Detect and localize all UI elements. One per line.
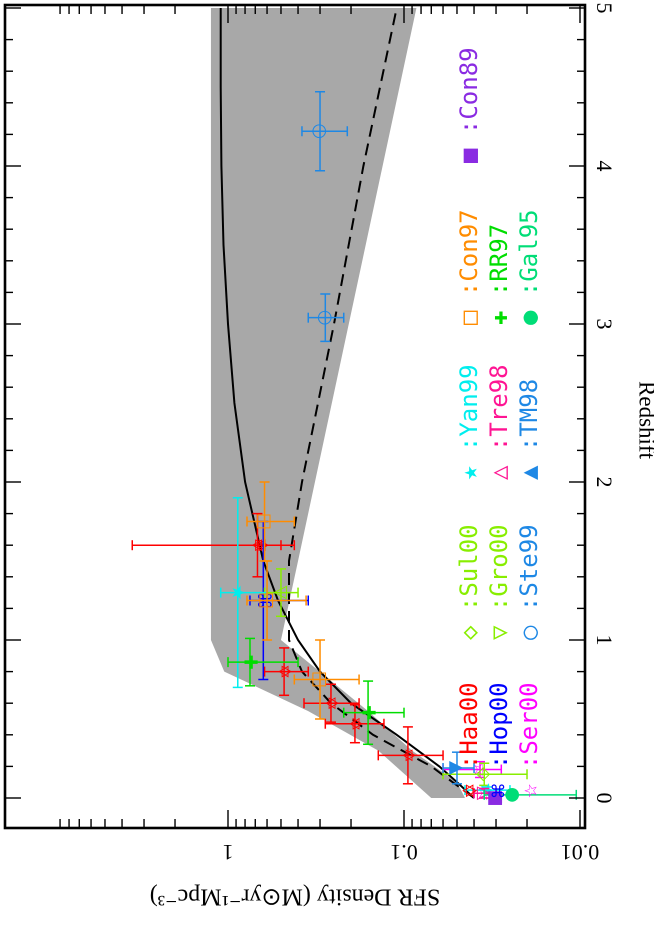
- svg-text:▲ :TM98: ▲ :TM98: [515, 379, 543, 480]
- legend-entry-haa00: ✡ :Haa00: [455, 682, 483, 798]
- data-point-ste99: ○: [307, 293, 345, 343]
- legend-entry-hop00: ⌘ :Hop00: [485, 682, 513, 798]
- svg-text:□: □: [257, 592, 278, 609]
- data-point-rr97: ✚: [342, 680, 405, 746]
- data-points: ✡✡✡✡✡✡⌘☆☆◇▽○○★★△▲□□□✚✚●■: [131, 90, 578, 807]
- y-tick-label: 0.1: [390, 840, 418, 865]
- svg-text:★ :Yan99: ★ :Yan99: [455, 364, 483, 480]
- data-point-con97: □: [246, 481, 296, 562]
- data-point-gal95: ●: [483, 787, 578, 803]
- svg-text:○: ○: [315, 310, 336, 326]
- svg-text:✡: ✡: [250, 538, 271, 553]
- x-tick-label: 5: [592, 3, 617, 14]
- svg-text:■: ■: [486, 789, 507, 806]
- model-curves: [219, 7, 475, 799]
- data-point-haa00: ✡: [324, 704, 385, 744]
- model-curve-solid: [219, 8, 475, 799]
- plot-frame: [3, 3, 587, 830]
- svg-text:⌘ :Hop00: ⌘ :Hop00: [485, 682, 513, 798]
- legend-entry-con97: □ :Con97: [455, 209, 483, 325]
- y-axis-label: SFR Density (M⊙yr⁻¹Mpc⁻³): [150, 883, 441, 909]
- legend-entry-rr97: ✚ :RR97: [485, 224, 513, 325]
- svg-text:☆ :Ser00: ☆ :Ser00: [515, 682, 543, 798]
- legend-entry-tm98: ▲ :TM98: [515, 379, 543, 480]
- svg-text:□: □: [254, 513, 275, 530]
- data-point-con97: □: [246, 560, 307, 641]
- svg-text:✡ :Haa00: ✡ :Haa00: [455, 682, 483, 798]
- data-point-yan99: ★: [219, 497, 268, 689]
- legend-entry-yan99: ★ :Yan99: [455, 364, 483, 480]
- data-point-haa00: ✡: [131, 538, 282, 553]
- data-point-haa00: ✡: [263, 647, 309, 697]
- svg-text:○: ○: [310, 123, 331, 139]
- data-point-haa00: ✡: [303, 683, 360, 723]
- legend-entry-sul00: ◇ :Sul00: [455, 524, 483, 640]
- svg-text:□: □: [310, 671, 331, 688]
- data-point-con89: ■: [486, 789, 507, 806]
- svg-text:▽ :Gro00: ▽ :Gro00: [485, 524, 513, 640]
- svg-text:✚: ✚: [239, 655, 260, 670]
- legend-entry-tre98: △ :Tre98: [485, 364, 513, 480]
- x-tick-label: 4: [592, 161, 617, 172]
- legend: ✡ :Haa00⌘ :Hop00☆ :Ser00 ◇ :Sul00▽ :Gro00…: [455, 47, 543, 798]
- x-tick-label: 0: [592, 793, 617, 804]
- y-tick-label: 1: [223, 840, 234, 865]
- svg-text:✡: ✡: [344, 716, 365, 731]
- legend-entry-gro00: ▽ :Gro00: [485, 524, 513, 640]
- x-tick-label: 3: [592, 319, 617, 330]
- svg-text:▲: ▲: [446, 761, 467, 775]
- svg-text:◇: ◇: [474, 767, 495, 781]
- legend-entry-ser00: ☆ :Ser00: [515, 682, 543, 798]
- svg-text:△ :Tre98: △ :Tre98: [485, 364, 513, 480]
- svg-text:✡: ✡: [274, 664, 295, 679]
- data-point-con97: □: [293, 639, 360, 720]
- legend-entry-gal95: ● :Gal95: [515, 209, 543, 325]
- data-point-ste99: ○: [301, 90, 349, 172]
- svg-text:● :Gal95: ● :Gal95: [515, 209, 543, 325]
- x-tick-label: 1: [592, 635, 617, 646]
- svg-text:★: ★: [227, 585, 248, 601]
- data-point-rr97: ✚: [227, 637, 299, 687]
- svg-text:✡: ✡: [397, 748, 418, 763]
- y-tick-label: 0.01: [561, 840, 600, 865]
- model-curve-dashed: [288, 7, 475, 799]
- svg-text:✡: ✡: [320, 696, 341, 711]
- data-point-gro00: ▽: [263, 568, 299, 618]
- svg-text:□ :Con97: □ :Con97: [455, 209, 483, 325]
- svg-text:◇ :Sul00: ◇ :Sul00: [455, 524, 483, 640]
- svg-text:▽: ▽: [270, 586, 291, 600]
- x-tick-label: 2: [592, 477, 617, 488]
- data-point-haa00: ✡: [377, 726, 444, 785]
- svg-text:✚: ✚: [358, 705, 379, 720]
- legend-entry-con89: ■ :Con89: [455, 47, 483, 163]
- svg-text:●: ●: [503, 787, 524, 803]
- data-point-tm98: ▲: [442, 751, 475, 785]
- legend-entry-ste99: ○ :Ste99: [515, 524, 543, 640]
- svg-text:○ :Ste99: ○ :Ste99: [515, 524, 543, 640]
- svg-text:✚ :RR97: ✚ :RR97: [485, 224, 513, 325]
- svg-text:■ :Con89: ■ :Con89: [455, 47, 483, 163]
- x-axis-label: Redshift: [635, 381, 654, 460]
